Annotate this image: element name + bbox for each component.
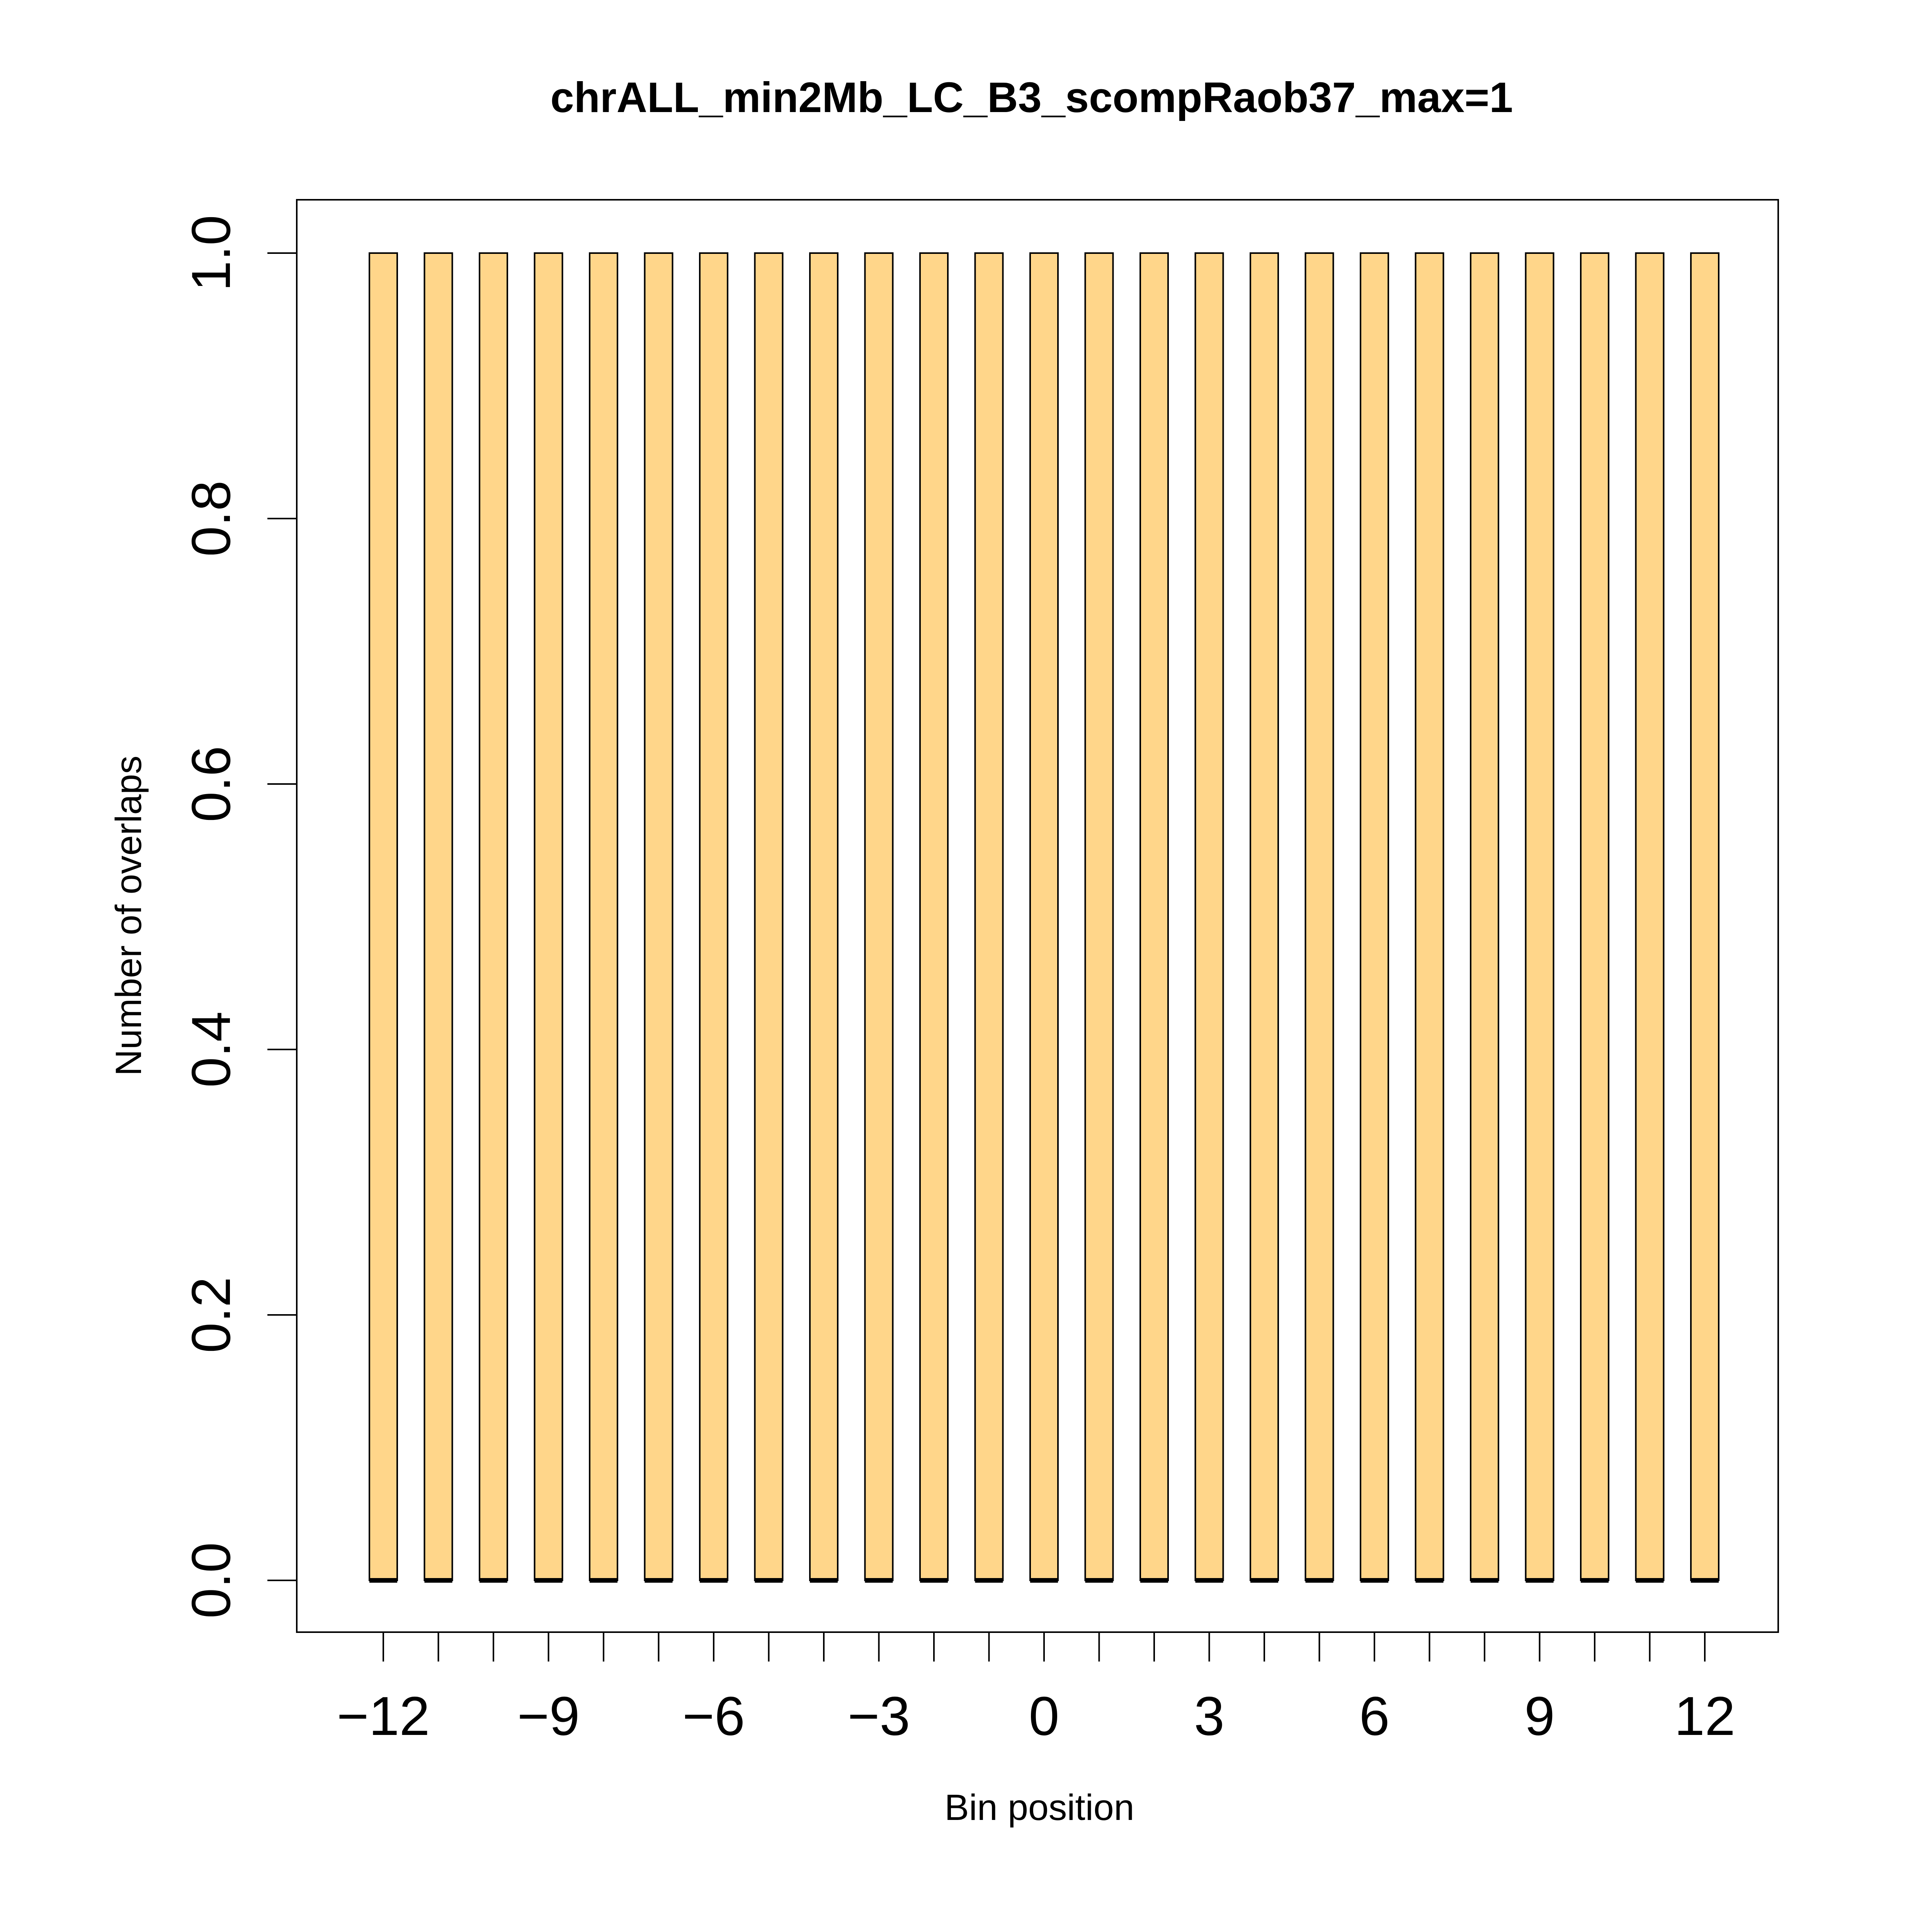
bar <box>699 252 728 1581</box>
x-tick-label: 9 <box>1524 1685 1555 1747</box>
x-axis-label: Bin position <box>944 1787 1134 1828</box>
bar <box>1415 252 1444 1581</box>
y-axis-label: Number of overlaps <box>108 756 149 1076</box>
bar <box>974 252 1004 1581</box>
bar <box>1525 252 1554 1581</box>
y-tick-label: 0.8 <box>180 480 242 556</box>
x-tick-label: −9 <box>517 1685 580 1747</box>
x-axis: −12 −9 −6 −3 0 3 6 9 12 <box>337 1632 1735 1747</box>
x-tick-label: −12 <box>337 1685 430 1747</box>
bars <box>369 252 1719 1583</box>
bar <box>1029 252 1059 1581</box>
y-tick-label: 0.4 <box>180 1011 242 1087</box>
bar <box>1690 252 1719 1581</box>
x-tick-label: 6 <box>1359 1685 1390 1747</box>
bar <box>589 252 618 1581</box>
bar <box>1470 252 1499 1581</box>
bar <box>1139 252 1169 1581</box>
bar <box>1084 252 1114 1581</box>
y-tick-label: 0.0 <box>180 1542 242 1618</box>
plot-frame <box>296 199 1779 1633</box>
x-tick-label: 0 <box>1029 1685 1060 1747</box>
y-tick-label: 0.6 <box>180 746 242 822</box>
bar <box>534 252 563 1581</box>
y-axis: 0.0 0.2 0.4 0.6 0.8 1.0 <box>180 215 297 1619</box>
bar <box>919 252 949 1581</box>
bar <box>479 252 508 1581</box>
bar <box>423 252 453 1581</box>
bar <box>754 252 784 1581</box>
y-tick-label: 1.0 <box>180 215 242 291</box>
bar <box>1250 252 1279 1581</box>
bar <box>1194 252 1224 1581</box>
bar <box>644 252 673 1581</box>
y-tick-label: 0.2 <box>180 1277 242 1353</box>
bar <box>369 252 398 1581</box>
bar <box>1635 252 1665 1581</box>
x-tick-label: 3 <box>1194 1685 1225 1747</box>
x-tick-label: −6 <box>682 1685 745 1747</box>
chart-title: chrALL_min2Mb_LC_B3_scompRaob37_max=1 <box>550 74 1513 121</box>
x-tick-label: −3 <box>848 1685 910 1747</box>
bar <box>809 252 838 1581</box>
bar <box>1304 252 1334 1581</box>
bar <box>864 252 894 1581</box>
bar <box>1360 252 1389 1581</box>
bar <box>1580 252 1609 1581</box>
x-tick-label: 12 <box>1674 1685 1735 1747</box>
